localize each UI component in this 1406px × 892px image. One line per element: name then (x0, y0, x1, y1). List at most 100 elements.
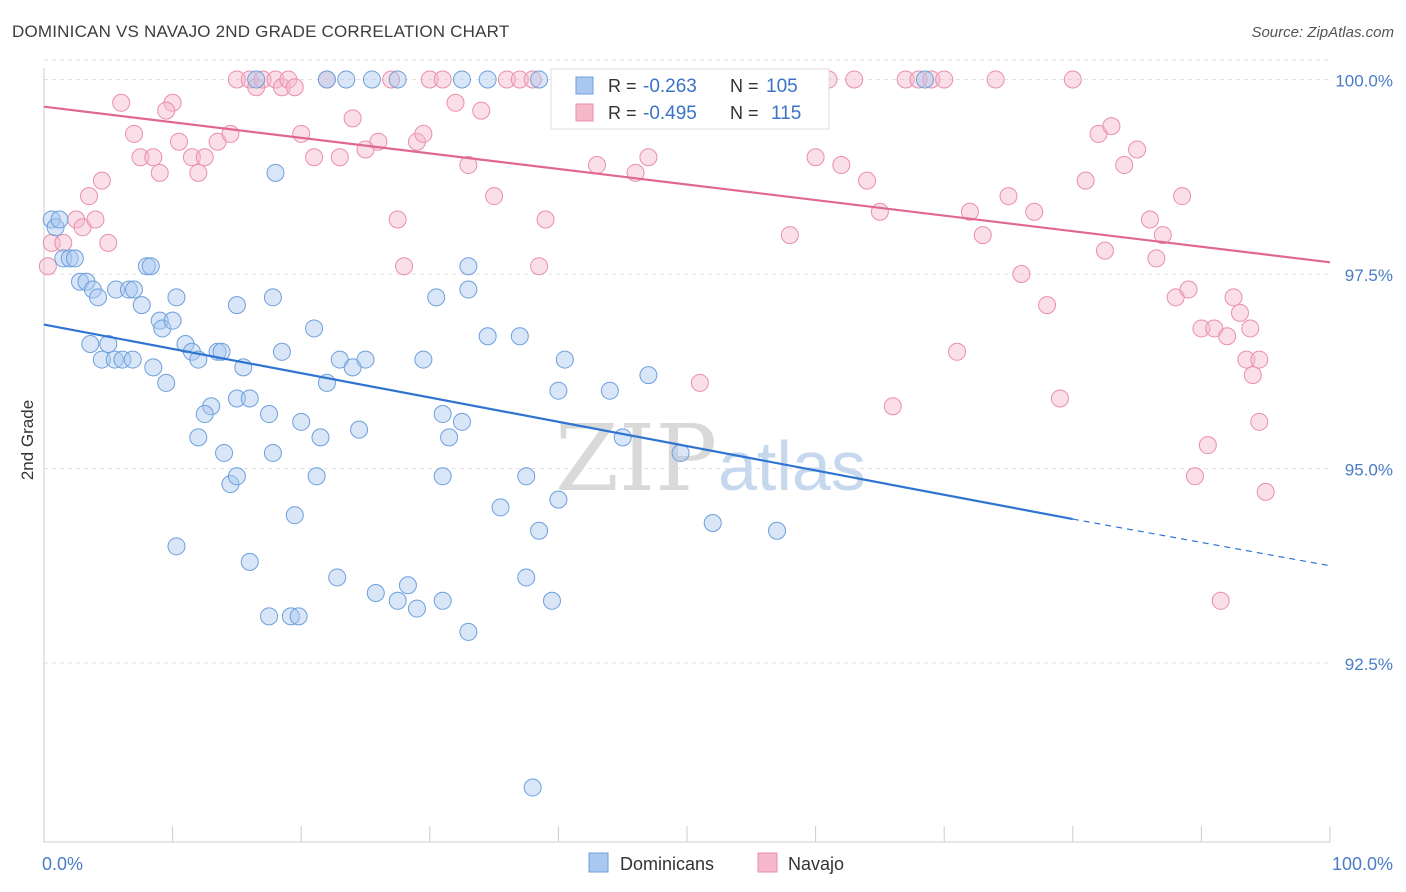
navajo-point (1256, 482, 1275, 501)
navajo-point (1063, 70, 1082, 89)
navajo-point (883, 397, 902, 416)
navajo-point (189, 163, 208, 182)
dominicans-point (195, 405, 214, 424)
dominicans-point (530, 521, 549, 540)
dominicans-trend-extension (1072, 518, 1331, 567)
dominicans-points (42, 70, 934, 797)
y-tick-label: 92.5% (1345, 655, 1393, 674)
navajo-points (38, 70, 1275, 610)
legend-navajo-label: Navajo (788, 854, 844, 874)
dominicans-point (189, 428, 208, 447)
navajo-point (973, 226, 992, 245)
dominicans-point (510, 327, 529, 346)
dominicans-point (530, 70, 549, 89)
navajo-point (253, 70, 272, 89)
dominicans-point (141, 257, 160, 276)
navajo-point (170, 132, 189, 151)
dominicans-point (414, 350, 433, 369)
dominicans-point (215, 443, 234, 462)
dominicans-point (491, 498, 510, 517)
dominicans-point (388, 70, 407, 89)
dominicans-point (307, 467, 326, 486)
dominicans-point (263, 443, 282, 462)
dominicans-point (639, 366, 658, 385)
watermark: ZIP atlas (555, 405, 866, 512)
legend-dominicans-swatch (588, 852, 609, 873)
dominicans-point (89, 288, 108, 307)
navajo-point (639, 148, 658, 167)
dominicans-point (440, 428, 459, 447)
navajo-point (497, 70, 516, 89)
dominicans-point (915, 70, 934, 89)
navajo-trend-line (43, 105, 1331, 264)
navajo-point (960, 202, 979, 221)
navajo-point (459, 156, 478, 175)
dominicans-point (600, 381, 619, 400)
navajo-point (446, 93, 465, 112)
navajo-point (125, 124, 144, 143)
dominicans-point (337, 70, 356, 89)
dominicans-point (292, 412, 311, 431)
dominicans-point (227, 389, 246, 408)
dominicans-point (212, 342, 231, 361)
dominicans-point (240, 389, 259, 408)
navajo-point (1140, 210, 1159, 229)
navajo-point (1147, 249, 1166, 268)
dominicans-point (272, 342, 291, 361)
legend-navajo-swatch (757, 852, 778, 873)
legend-r-value: -0.263 (643, 76, 697, 97)
dominicans-point (328, 568, 347, 587)
legend-top-box (550, 68, 830, 130)
navajo-point (530, 257, 549, 276)
legend-navajo-swatch (575, 103, 594, 122)
dominicans-point (362, 70, 381, 89)
dominicans-point (478, 70, 497, 89)
chart-title: DOMINICAN VS NAVAJO 2ND GRADE CORRELATIO… (12, 22, 510, 41)
dominicans-point (227, 296, 246, 315)
navajo-point (86, 210, 105, 229)
navajo-point (1050, 389, 1069, 408)
dominicans-point (549, 381, 568, 400)
dominicans-point (356, 350, 375, 369)
navajo-point (1198, 436, 1217, 455)
navajo-point (112, 93, 131, 112)
navajo-point (414, 124, 433, 143)
y-tick-label: 100.0% (1335, 71, 1393, 90)
navajo-point (305, 148, 324, 167)
navajo-point (1179, 280, 1198, 299)
navajo-point (144, 148, 163, 167)
navajo-point (690, 373, 709, 392)
dominicans-point (266, 163, 285, 182)
dominicans-point (60, 249, 79, 268)
navajo-point (935, 70, 954, 89)
navajo-point (1038, 296, 1057, 315)
dominicans-point (317, 70, 336, 89)
navajo-point (922, 70, 941, 89)
navajo-point (388, 210, 407, 229)
dominicans-point (478, 327, 497, 346)
dominicans-point (157, 373, 176, 392)
navajo-point (1076, 171, 1095, 190)
navajo-point (92, 171, 111, 190)
navajo-point (150, 163, 169, 182)
navajo-point (80, 187, 99, 206)
navajo-point (292, 124, 311, 143)
navajo-point (420, 70, 439, 89)
dominicans-point (459, 257, 478, 276)
dominicans-point (459, 622, 478, 641)
dominicans-point (125, 280, 144, 299)
dominicans-point (260, 607, 279, 626)
navajo-point (157, 101, 176, 120)
navajo-point (1012, 264, 1031, 283)
dominicans-point (285, 506, 304, 525)
dominicans-point (555, 350, 574, 369)
navajo-point (1224, 288, 1243, 307)
navajo-point (1211, 591, 1230, 610)
navajo-point (1218, 327, 1237, 346)
dominicans-point (350, 420, 369, 439)
dominicans-point (227, 467, 246, 486)
dominicans-point (247, 70, 266, 89)
navajo-point (343, 109, 362, 128)
y-tick-label: 97.5% (1345, 266, 1393, 285)
